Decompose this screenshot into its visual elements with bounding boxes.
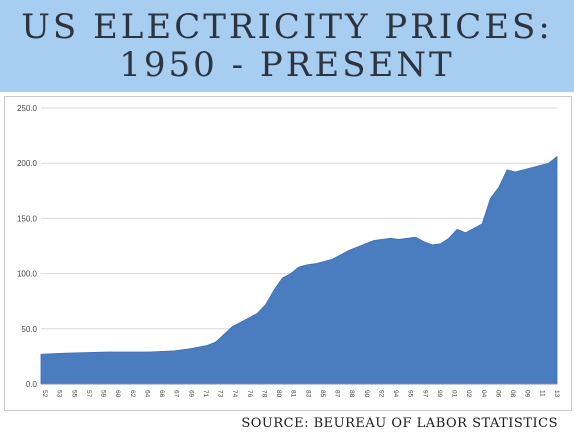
title-banner: US Electricity Prices: 1950 - Present [0, 0, 574, 92]
x-tick-label: 02 [465, 390, 472, 398]
y-tick-label: 250.0 [17, 104, 38, 113]
x-tick-label: 13 [553, 390, 560, 398]
x-tick-label: 95 [407, 390, 414, 398]
x-tick-label: 62 [129, 390, 136, 398]
x-tick-label: 97 [421, 390, 428, 398]
x-tick-label: 66 [158, 390, 165, 398]
x-tick-label: 01 [451, 390, 458, 398]
x-tick-label: 59 [100, 390, 107, 398]
y-tick-label: 100.0 [17, 270, 38, 279]
x-tick-label: 80 [275, 390, 282, 398]
x-tick-label: 11 [538, 390, 545, 397]
x-tick-label: 85 [319, 390, 326, 398]
y-tick-label: 150.0 [17, 214, 38, 223]
x-tick-label: 87 [334, 390, 341, 398]
x-tick-label: 88 [348, 390, 355, 398]
x-tick-label: 78 [260, 390, 267, 398]
x-tick-label: 74 [231, 390, 238, 398]
x-tick-label: 99 [436, 390, 443, 398]
y-tick-label: 50.0 [21, 325, 37, 334]
x-tick-label: 08 [509, 390, 516, 398]
x-tick-label: 53 [56, 390, 63, 398]
x-tick-label: 94 [392, 390, 399, 398]
x-tick-label: 83 [304, 390, 311, 398]
x-tick-label: 09 [524, 390, 531, 398]
series-area [40, 155, 558, 385]
chart-title-line-1: US Electricity Prices: [21, 7, 553, 47]
x-tick-label: 81 [290, 390, 297, 398]
x-tick-label: 55 [70, 390, 77, 398]
x-tick-label: 60 [114, 390, 121, 398]
x-tick-label: 92 [377, 390, 384, 398]
x-tick-label: 04 [480, 390, 487, 398]
x-tick-label: 52 [41, 390, 48, 398]
x-tick-label: 76 [246, 390, 253, 398]
x-tick-label: 64 [143, 390, 150, 398]
x-tick-label: 71 [202, 390, 209, 398]
y-tick-label: 0.0 [26, 380, 38, 389]
x-tick-label: 90 [363, 390, 370, 398]
y-tick-label: 200.0 [17, 159, 38, 168]
x-tick-label: 69 [187, 390, 194, 398]
x-tick-label: 57 [85, 390, 92, 398]
x-tick-label: 67 [173, 390, 180, 398]
x-tick-label: 73 [217, 390, 224, 398]
x-tick-label: 06 [494, 390, 501, 398]
chart-title-line-2: 1950 - Present [119, 45, 455, 85]
source-note: Source: Beureau of Labor Statistics [241, 416, 558, 431]
